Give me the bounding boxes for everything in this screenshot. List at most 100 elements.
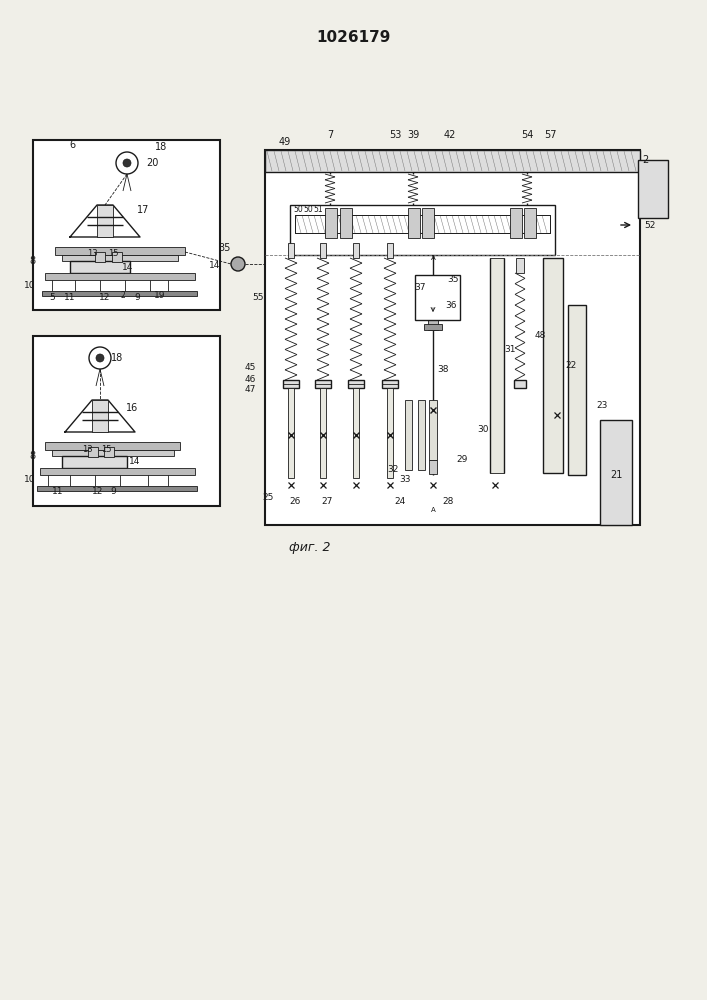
Text: 55: 55 [252,294,264,302]
Text: 5: 5 [49,292,55,302]
Bar [408,208,420,238]
Text: 22: 22 [565,360,576,369]
Bar [33,336,220,506]
Bar [320,243,326,258]
Text: 50: 50 [293,206,303,215]
Bar [428,305,438,330]
Bar [382,380,398,388]
Bar [70,261,130,273]
Bar [638,160,668,218]
Bar [45,273,195,280]
Text: 10: 10 [23,280,35,290]
Text: 53: 53 [389,130,401,140]
Text: A: A [431,255,436,261]
Text: 10: 10 [23,476,35,485]
Text: 19: 19 [154,292,165,300]
Bar [40,468,195,475]
Text: 28: 28 [443,497,454,506]
Circle shape [116,152,138,174]
Text: 51: 51 [313,206,323,215]
Text: 36: 36 [445,300,457,310]
Text: 24: 24 [395,497,406,506]
Circle shape [231,257,245,271]
Circle shape [123,159,131,167]
Text: 16: 16 [126,403,138,413]
Text: 27: 27 [321,497,333,506]
Text: 8: 8 [30,451,36,461]
Bar [104,447,114,457]
Text: 25: 25 [262,493,274,502]
Bar [418,400,425,470]
Bar [265,150,640,525]
Text: 8: 8 [30,256,36,266]
Text: 54: 54 [521,130,533,140]
Text: 26: 26 [289,497,300,506]
Bar [353,388,359,478]
Text: 49: 49 [279,137,291,147]
Bar [62,255,178,261]
Bar [70,261,130,273]
Bar [295,215,550,233]
Bar [325,208,337,238]
Text: 17: 17 [137,205,149,215]
Bar [92,400,108,432]
Text: 9: 9 [110,488,116,496]
Text: 2: 2 [121,292,125,300]
Circle shape [96,354,104,362]
Bar [315,380,331,388]
Text: 9: 9 [134,292,140,302]
Text: 11: 11 [52,488,64,496]
Bar [490,258,504,473]
Bar [514,380,526,388]
Bar [340,208,352,238]
Bar [424,305,442,311]
Text: 29: 29 [456,456,468,464]
Bar [429,460,437,474]
Bar [424,324,442,330]
Text: 35: 35 [218,243,231,253]
Text: 12: 12 [93,488,104,496]
Bar [387,388,393,478]
Bar [33,140,220,310]
Text: 18: 18 [111,353,123,363]
Bar [97,205,113,237]
Bar [52,450,174,456]
Circle shape [425,282,441,298]
Bar [95,252,105,262]
Text: 15: 15 [107,249,118,258]
Text: 30: 30 [477,426,489,434]
Bar [112,252,122,262]
Bar [524,208,536,238]
Text: 48: 48 [534,330,546,340]
Text: 47: 47 [245,385,256,394]
Text: 42: 42 [444,130,456,140]
Bar [348,380,364,388]
Text: 35: 35 [448,275,459,284]
Text: 57: 57 [544,130,556,140]
Text: 45: 45 [245,363,256,372]
Text: 15: 15 [101,444,111,454]
Text: 14: 14 [122,262,134,271]
Text: 11: 11 [64,292,76,302]
Text: 50: 50 [303,206,313,215]
Bar [295,215,550,233]
Bar [37,486,197,491]
Bar [568,305,586,475]
Bar [415,275,460,320]
Bar [387,243,393,258]
Text: 31: 31 [504,346,515,355]
Text: 13: 13 [82,444,93,454]
Text: фиг. 2: фиг. 2 [289,540,331,554]
Text: 7: 7 [327,130,333,140]
Text: A: A [431,507,436,513]
Text: 46: 46 [245,374,256,383]
Text: 33: 33 [399,476,411,485]
Circle shape [89,347,111,369]
Text: 23: 23 [596,400,607,410]
Bar [55,247,185,255]
Text: 14: 14 [129,458,141,466]
Text: 52: 52 [644,221,655,230]
Bar [429,400,437,460]
Text: 20: 20 [146,158,158,168]
Bar [320,388,326,478]
